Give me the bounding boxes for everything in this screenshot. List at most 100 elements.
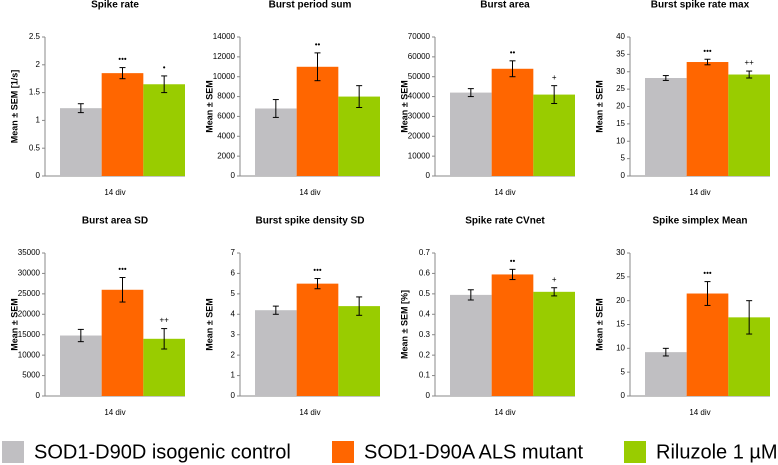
y-tick-label: 2.5 <box>29 32 41 41</box>
x-tick-label: 14 div <box>299 408 320 417</box>
legend-label: SOD1-D90A ALS mutant <box>364 441 583 463</box>
y-tick-label: 4000 <box>217 131 235 140</box>
significance-label: + <box>552 73 557 82</box>
y-tick-label: 14000 <box>213 32 236 41</box>
x-tick-label: 14 div <box>104 408 125 417</box>
y-axis-label: Mean ± SEM <box>204 298 214 350</box>
y-tick-label: 30 <box>616 67 625 76</box>
panel-title: Burst area SD <box>82 216 148 227</box>
bar <box>101 289 144 396</box>
y-tick-label: 1.5 <box>29 88 41 97</box>
y-tick-label: 3 <box>231 330 236 339</box>
y-tick-label: 15 <box>616 320 625 329</box>
bar <box>255 310 297 396</box>
y-tick-label: 15 <box>616 119 625 128</box>
significance-label: •• <box>315 40 321 49</box>
bar <box>60 335 102 396</box>
y-tick-label: 0.5 <box>419 289 431 298</box>
y-tick-label: 2 <box>231 350 236 359</box>
y-tick-label: 25000 <box>18 289 41 298</box>
y-tick-label: 2 <box>36 60 41 69</box>
y-tick-label: 0.1 <box>419 371 431 380</box>
significance-label: ••• <box>313 266 322 275</box>
y-tick-label: 40000 <box>408 92 431 101</box>
bar <box>255 108 297 176</box>
panel-title: Spike rate <box>91 0 139 11</box>
panel-title: Burst period sum <box>269 0 352 11</box>
y-tick-label: 30000 <box>18 269 41 278</box>
y-axis-label: Mean ± SEM <box>204 80 214 132</box>
y-tick-label: 0 <box>231 171 236 180</box>
y-axis-label: Mean ± SEM <box>399 80 409 132</box>
bar <box>296 66 339 176</box>
y-axis-label: Mean ± SEM <box>594 298 604 350</box>
y-tick-label: 0.7 <box>419 248 431 257</box>
bar <box>645 352 687 396</box>
panel-title: Spike simplex Mean <box>652 216 747 227</box>
significance-label: ••• <box>118 55 127 64</box>
y-tick-label: 6000 <box>217 112 235 121</box>
y-tick-label: 0.3 <box>419 330 431 339</box>
y-tick-label: 10 <box>616 136 625 145</box>
bar <box>533 94 575 176</box>
y-tick-label: 5000 <box>22 371 40 380</box>
significance-label: •• <box>510 48 516 57</box>
legend-swatch <box>2 441 24 463</box>
y-tick-label: 1 <box>231 371 236 380</box>
y-tick-label: 12000 <box>213 52 236 61</box>
y-tick-label: 0.6 <box>419 269 431 278</box>
significance-label: ••• <box>118 265 127 274</box>
bar <box>101 73 144 176</box>
y-tick-label: 10 <box>616 343 625 352</box>
y-tick-label: 5 <box>621 367 626 376</box>
bar <box>60 108 102 176</box>
bar <box>686 293 729 396</box>
y-tick-label: 0.4 <box>419 309 431 318</box>
bar <box>491 274 534 396</box>
bar <box>450 294 492 396</box>
y-tick-label: 30 <box>616 248 625 257</box>
x-tick-label: 14 div <box>494 188 515 197</box>
significance-label: + <box>552 275 557 284</box>
y-tick-label: 35 <box>616 49 625 58</box>
y-tick-label: 60000 <box>408 52 431 61</box>
y-tick-label: 20 <box>616 102 625 111</box>
bar <box>533 291 575 396</box>
y-tick-label: 40 <box>616 32 625 41</box>
legend-swatch <box>624 441 646 463</box>
y-tick-label: 0 <box>426 391 431 400</box>
bar <box>450 92 492 176</box>
y-tick-label: 8000 <box>217 92 235 101</box>
y-axis-label: Mean ± SEM [1/s] <box>9 70 19 143</box>
panel-title: Burst spike rate max <box>651 0 750 11</box>
x-tick-label: 14 div <box>299 188 320 197</box>
y-tick-label: 20000 <box>18 309 41 318</box>
bar <box>491 68 534 176</box>
y-tick-label: 30000 <box>408 112 431 121</box>
y-tick-label: 25 <box>616 272 625 281</box>
x-tick-label: 14 div <box>494 408 515 417</box>
y-tick-label: 0 <box>36 171 41 180</box>
y-axis-label: Mean ± SEM <box>594 80 604 132</box>
significance-label: ••• <box>703 46 712 55</box>
y-tick-label: 0 <box>621 171 626 180</box>
panel-title: Burst area <box>480 0 530 11</box>
y-tick-label: 0 <box>621 391 626 400</box>
x-tick-label: 14 div <box>689 408 710 417</box>
y-tick-label: 20 <box>616 296 625 305</box>
significance-label: ++ <box>744 58 754 67</box>
y-tick-label: 10000 <box>213 72 236 81</box>
bar <box>686 62 729 176</box>
significance-label: •• <box>510 256 516 265</box>
legend-swatch <box>332 441 354 463</box>
legend-label: SOD1-D90D isogenic control <box>34 441 291 463</box>
y-tick-label: 6 <box>231 269 236 278</box>
bar <box>728 74 770 176</box>
legend-label: Riluzole 1 µM <box>656 441 778 463</box>
y-tick-label: 7 <box>231 248 236 257</box>
y-tick-label: 2000 <box>217 151 235 160</box>
significance-label: ++ <box>159 316 169 325</box>
y-tick-label: 10000 <box>408 151 431 160</box>
y-tick-label: 70000 <box>408 32 431 41</box>
